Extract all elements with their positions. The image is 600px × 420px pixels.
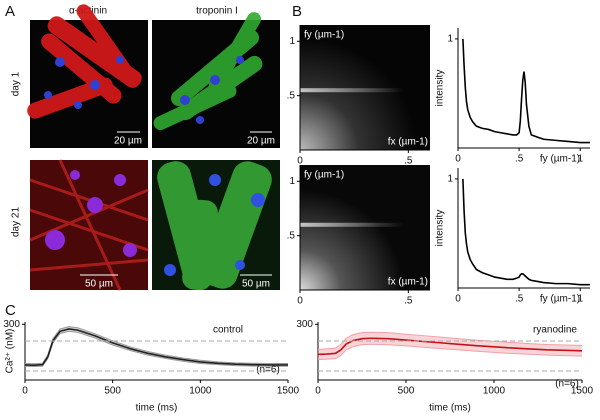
- column-label: troponin I: [196, 6, 238, 17]
- x-axis-label: fx (µm-1): [388, 137, 428, 148]
- micrograph: 50 µm: [29, 159, 149, 291]
- panel-label: B: [292, 3, 302, 20]
- panel-label: A: [5, 3, 15, 20]
- x-tick-label: 0: [455, 294, 461, 305]
- x-tick-label: 1: [577, 294, 583, 305]
- data-line: [24, 328, 288, 366]
- y-tick-label: 1: [447, 174, 453, 185]
- x-tick-label: 500: [398, 386, 415, 397]
- y-tick-label: 300: [3, 319, 20, 330]
- error-line: [24, 330, 288, 368]
- x-axis-label: time (ms): [429, 403, 471, 414]
- fft-image: [300, 25, 430, 150]
- x-axis-label: fy (µm-1): [540, 294, 580, 305]
- scale-bar-label: 50 µm: [85, 279, 113, 290]
- x-tick-label: .5: [515, 154, 524, 165]
- y-axis-label: fy (µm-1): [304, 30, 344, 41]
- row-label: day 21: [11, 207, 22, 237]
- x-tick-label: 0: [22, 386, 28, 397]
- micrograph: 20 µm: [27, 4, 148, 148]
- y-axis-label: fy (µm-1): [304, 170, 344, 181]
- y-axis-label: Ca²⁺ (nM): [5, 329, 16, 374]
- x-tick-label: 1000: [189, 386, 212, 397]
- micrograph: 50 µm: [152, 160, 280, 291]
- annotation: (n=6): [555, 379, 579, 390]
- annotation: control: [213, 325, 243, 336]
- x-tick-label: 0: [297, 156, 303, 167]
- x-tick-label: 1: [577, 154, 583, 165]
- data-line: [462, 38, 590, 144]
- scale-bar-label: 20 µm: [114, 136, 142, 147]
- x-tick-label: 1000: [483, 386, 506, 397]
- x-tick-label: 1500: [277, 386, 300, 397]
- x-tick-label: .5: [404, 296, 413, 307]
- scale-bar-label: 50 µm: [242, 279, 270, 290]
- y-axis-label: intensity: [435, 70, 446, 107]
- y-axis-label: intensity: [435, 210, 446, 247]
- x-axis-label: time (ms): [136, 403, 178, 414]
- x-tick-label: 0: [455, 154, 461, 165]
- y-tick-label: 1: [447, 34, 453, 45]
- x-tick-label: 1500: [571, 386, 594, 397]
- annotation: ryanodine: [533, 325, 577, 336]
- x-tick-label: .5: [404, 156, 413, 167]
- x-tick-label: 500: [104, 386, 121, 397]
- y-tick-label: .5: [287, 90, 296, 101]
- y-tick-label: .5: [287, 230, 296, 241]
- x-tick-label: 0: [297, 296, 303, 307]
- y-tick-label: 1: [289, 36, 295, 47]
- x-axis-label: fx (µm-1): [388, 277, 428, 288]
- scale-bar-label: 20 µm: [247, 136, 275, 147]
- annotation: (n=6): [256, 365, 280, 376]
- y-tick-label: 300: [296, 319, 313, 330]
- x-axis-label: fy (µm-1): [540, 154, 580, 165]
- fft-image: [300, 165, 430, 290]
- fft-streak: [300, 222, 404, 227]
- panel-label: C: [5, 302, 16, 319]
- x-tick-label: .5: [515, 294, 524, 305]
- micrograph: 20 µm: [152, 12, 280, 148]
- x-tick-label: 0: [315, 386, 321, 397]
- error-line: [317, 331, 583, 350]
- data-line: [462, 178, 590, 286]
- y-tick-label: 1: [289, 176, 295, 187]
- error-line: [317, 343, 583, 361]
- fft-streak: [300, 88, 404, 93]
- row-label: day 1: [11, 71, 22, 96]
